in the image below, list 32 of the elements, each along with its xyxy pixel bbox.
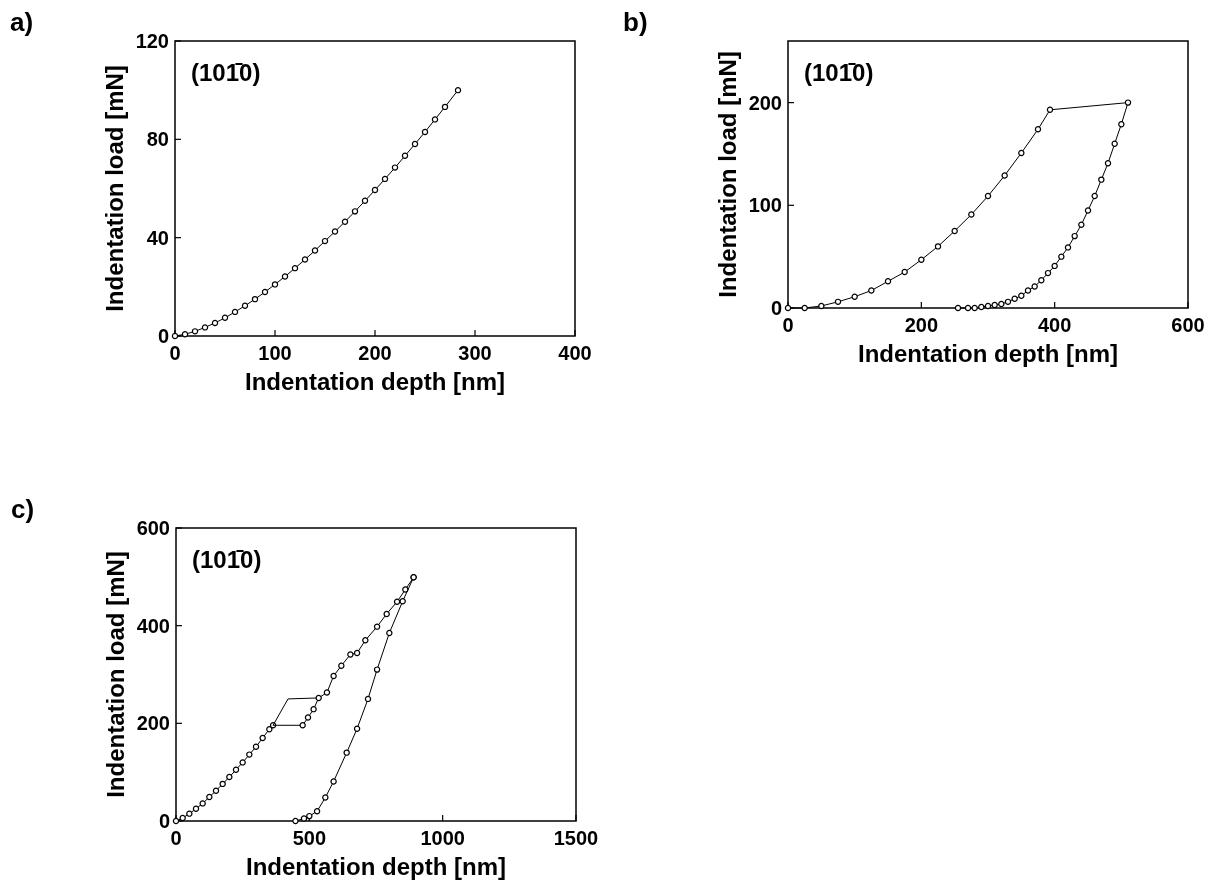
x-axis-title: Indentation depth [nm] bbox=[246, 853, 506, 880]
y-tick-label: 400 bbox=[136, 614, 170, 637]
x-tick-label: 1500 bbox=[553, 827, 599, 849]
x-tick-label: 100 bbox=[258, 342, 292, 364]
y-tick-label: 120 bbox=[135, 30, 169, 52]
x-tick-label: 300 bbox=[458, 342, 492, 364]
x-tick-label: 500 bbox=[292, 827, 327, 849]
x-axis-title: Indentation depth [nm] bbox=[245, 368, 505, 395]
chart-title: c) bbox=[11, 494, 35, 524]
y-axis-title: Indentation load [mN] bbox=[714, 51, 741, 298]
y-tick-label: 200 bbox=[136, 712, 170, 735]
y-tick-label: 100 bbox=[748, 194, 782, 217]
y-tick-label: 600 bbox=[136, 517, 170, 539]
chart-title: a) bbox=[10, 7, 34, 37]
y-tick-label: 0 bbox=[770, 297, 782, 319]
y-tick-label: 200 bbox=[748, 91, 782, 114]
y-axis-title: Indentation load [mN] bbox=[101, 65, 128, 312]
chart-title: b) bbox=[623, 7, 648, 37]
annotation: (101̄0) bbox=[191, 59, 261, 86]
x-tick-label: 400 bbox=[558, 342, 592, 364]
x-tick-label: 200 bbox=[904, 314, 939, 336]
y-tick-label: 40 bbox=[146, 226, 169, 249]
y-tick-label: 0 bbox=[158, 810, 170, 832]
x-tick-label: 600 bbox=[1171, 314, 1205, 336]
x-tick-label: 200 bbox=[358, 342, 392, 364]
y-tick-label: 80 bbox=[146, 128, 169, 151]
x-tick-label: 1000 bbox=[420, 827, 465, 849]
y-axis-title: Indentation load [mN] bbox=[102, 551, 129, 798]
x-tick-label: 400 bbox=[1037, 314, 1072, 336]
annotation: (101̄0) bbox=[804, 59, 874, 86]
x-axis-title: Indentation depth [nm] bbox=[858, 340, 1118, 367]
annotation: (101̄0) bbox=[192, 546, 262, 573]
